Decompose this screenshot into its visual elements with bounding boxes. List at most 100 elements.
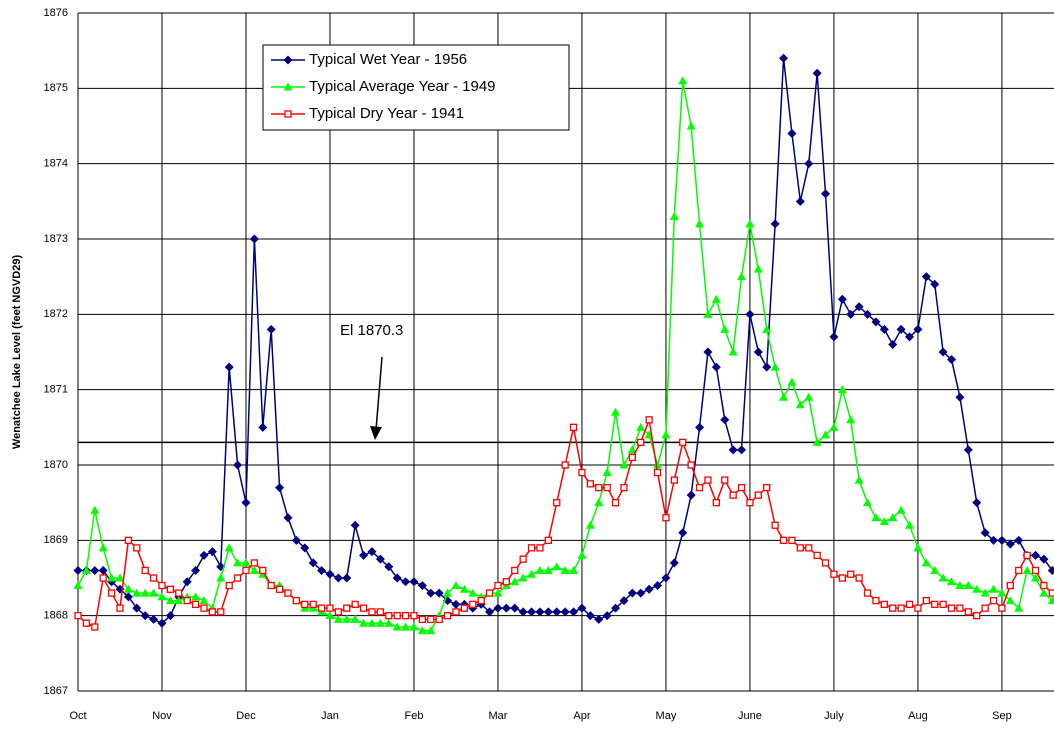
marker: [133, 544, 141, 552]
marker: [317, 565, 327, 575]
line: [78, 58, 1053, 625]
marker: [837, 385, 847, 394]
marker: [880, 600, 888, 609]
marker: [619, 460, 629, 469]
marker: [359, 550, 369, 560]
marker: [754, 491, 762, 499]
marker: [947, 577, 957, 586]
marker: [132, 603, 142, 613]
marker: [997, 588, 1007, 597]
marker: [451, 581, 461, 590]
marker: [426, 626, 436, 635]
marker: [191, 565, 201, 575]
y-tick-label: 1876: [44, 7, 68, 19]
marker: [375, 618, 385, 627]
marker: [1022, 565, 1032, 574]
marker: [98, 565, 108, 575]
marker: [326, 604, 334, 612]
marker: [342, 614, 352, 623]
marker: [518, 607, 528, 617]
marker: [821, 189, 831, 199]
marker: [157, 618, 167, 628]
marker: [628, 453, 637, 462]
x-tick-label: Nov: [152, 710, 172, 722]
marker: [914, 604, 922, 612]
marker: [838, 574, 846, 582]
marker: [233, 558, 243, 567]
marker: [183, 596, 191, 605]
marker: [896, 324, 906, 334]
marker: [1005, 596, 1015, 605]
marker: [729, 491, 737, 499]
marker: [728, 445, 738, 455]
marker: [955, 392, 965, 402]
marker: [578, 468, 586, 477]
marker: [939, 600, 947, 609]
marker: [963, 581, 973, 590]
marker: [224, 543, 234, 552]
marker: [469, 600, 477, 609]
marker: [409, 577, 419, 587]
marker: [888, 513, 898, 522]
marker: [350, 520, 360, 530]
marker: [812, 68, 822, 78]
marker: [846, 309, 856, 319]
marker: [931, 600, 939, 609]
marker: [888, 339, 898, 349]
legend-label: Typical Wet Year - 1956: [309, 51, 467, 68]
annotation: El 1870.3: [340, 322, 403, 339]
marker: [686, 490, 696, 500]
marker: [872, 596, 880, 605]
marker: [737, 272, 747, 281]
y-tick-label: 1875: [44, 82, 68, 94]
marker: [585, 520, 595, 529]
marker: [930, 565, 940, 574]
marker: [771, 521, 779, 529]
y-tick-label: 1867: [44, 685, 68, 697]
series: [73, 53, 1054, 628]
marker: [350, 614, 360, 623]
marker: [91, 623, 99, 631]
marker: [989, 596, 998, 605]
marker: [81, 565, 91, 574]
marker: [241, 558, 251, 567]
marker: [165, 596, 175, 605]
marker: [796, 544, 804, 552]
marker: [392, 573, 402, 583]
marker: [938, 347, 948, 357]
marker: [266, 324, 276, 334]
marker: [653, 581, 663, 591]
marker: [795, 400, 805, 409]
marker: [401, 612, 410, 620]
marker: [569, 565, 579, 574]
marker: [779, 53, 789, 63]
marker: [863, 589, 872, 597]
marker: [602, 468, 612, 477]
marker: [249, 234, 259, 244]
marker: [720, 324, 730, 333]
marker: [259, 566, 267, 575]
marker: [342, 573, 352, 583]
marker: [200, 604, 208, 612]
marker: [535, 607, 545, 617]
legend-label: Typical Average Year - 1949: [309, 78, 496, 95]
marker: [359, 618, 369, 627]
marker: [275, 483, 285, 493]
marker: [233, 460, 243, 470]
marker: [535, 565, 545, 574]
marker: [225, 581, 233, 590]
marker: [552, 562, 562, 571]
y-tick-label: 1873: [44, 233, 68, 245]
marker: [401, 577, 411, 587]
marker: [90, 505, 100, 514]
marker: [376, 608, 385, 616]
marker: [493, 603, 503, 613]
marker: [695, 422, 705, 432]
marker: [594, 498, 604, 507]
marker: [703, 347, 713, 357]
series: [74, 416, 1054, 631]
marker: [561, 461, 569, 469]
marker: [821, 559, 830, 567]
marker: [149, 574, 158, 582]
marker: [115, 573, 125, 582]
